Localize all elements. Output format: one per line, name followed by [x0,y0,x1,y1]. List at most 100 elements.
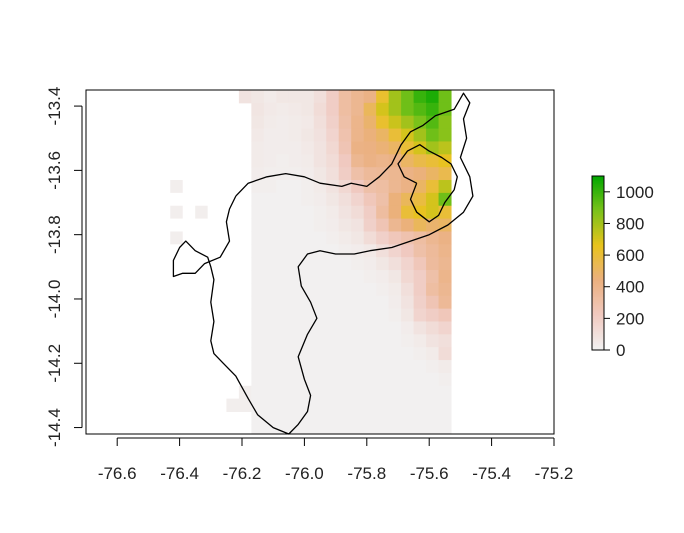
raster-cell [313,295,327,310]
x-tick-label: -76.2 [223,464,262,483]
raster-cell [288,270,302,284]
legend-gradient-step [592,265,604,268]
legend-gradient-step [592,345,604,348]
raster-cell [338,244,352,258]
raster-cell [251,308,265,322]
legend-gradient-step [592,252,604,255]
raster-cell [351,128,365,142]
legend-gradient-step [592,184,604,187]
raster-cell [401,141,415,155]
raster-cell [195,205,208,219]
raster-cell [338,424,352,435]
raster-cell [276,128,290,142]
raster-cell [251,90,265,104]
raster-cell [338,347,352,361]
legend-gradient-step [592,305,604,308]
legend-gradient-step [592,238,604,241]
legend-gradient-step [592,316,604,319]
legend-gradient-step [592,270,604,273]
raster-cell [276,205,290,220]
raster-cell [426,192,440,207]
raster-cell [326,218,340,232]
raster-cell [388,308,402,322]
raster-cell [338,282,352,297]
raster-cell [426,180,440,194]
legend-gradient-step [592,245,604,248]
raster-cell [276,257,290,271]
raster-cell [288,385,302,400]
legend-tick-label: 800 [616,214,644,233]
raster-cell [363,154,377,168]
legend-gradient-step [592,303,604,306]
legend-gradient-step [592,215,604,218]
legend-gradient-step [592,209,604,212]
raster-cell [238,398,252,412]
raster-cell [301,154,315,168]
legend-gradient-step [592,183,604,186]
raster-cell [238,90,252,104]
raster-cell [263,141,277,155]
raster-cell [313,128,327,142]
raster-cell [351,180,365,194]
raster-cell [276,308,290,322]
raster-cell [401,270,415,284]
legend-gradient-step [592,292,604,295]
raster-cell [376,244,390,258]
raster-cell [388,102,402,117]
legend-gradient-step [592,203,604,206]
legend-gradient-step [592,261,604,264]
raster-cell [363,218,377,232]
raster-cell [338,257,352,271]
raster-cell [363,308,377,322]
raster-cell [313,372,327,387]
raster-cell [313,102,327,117]
legend-gradient-step [592,189,604,192]
raster-cell [426,372,440,387]
raster-cell [363,205,377,220]
raster-cell [401,321,415,335]
raster-cell [438,257,452,271]
raster-cell [338,360,352,374]
legend-gradient-step [592,306,604,309]
raster-cell [288,128,302,142]
raster-cell [338,90,352,104]
raster-cell [313,398,327,412]
raster-cell [251,295,265,310]
raster-cell [388,385,402,400]
y-tick-label: -14.4 [45,408,64,447]
raster-cell [388,347,402,361]
region-boundary-line [397,144,458,223]
raster-cell [313,167,327,181]
legend-gradient-step [592,286,604,289]
raster-cell [351,334,365,348]
raster-cell [376,411,390,425]
raster-cell [438,270,452,284]
raster-cell [326,372,340,387]
raster-cell [413,411,427,425]
raster-cell [263,218,277,232]
raster-cell [288,321,302,335]
raster-cell [288,244,302,258]
raster-cell [288,218,302,232]
legend-gradient-step [592,276,604,279]
raster-cell [301,424,315,435]
raster-cell [313,360,327,374]
raster-cell [288,180,302,194]
raster-cell [376,128,390,142]
raster-cell [351,321,365,335]
raster-cell [288,372,302,387]
raster-cell [401,308,415,322]
raster-cell [388,205,402,220]
raster-cell [351,257,365,271]
raster-cell [263,321,277,335]
raster-cell [351,205,365,220]
raster-cell [276,385,290,400]
raster-cell [388,398,402,412]
raster-cell [401,360,415,374]
legend-gradient-step [592,342,604,345]
raster-cell [376,372,390,387]
raster-cell [263,90,277,104]
raster-cell [338,192,352,207]
legend-gradient-step [592,251,604,254]
y-axis: -13.4 -13.6 -13.8 -14.0 -14.2 -14.4 [45,87,83,447]
